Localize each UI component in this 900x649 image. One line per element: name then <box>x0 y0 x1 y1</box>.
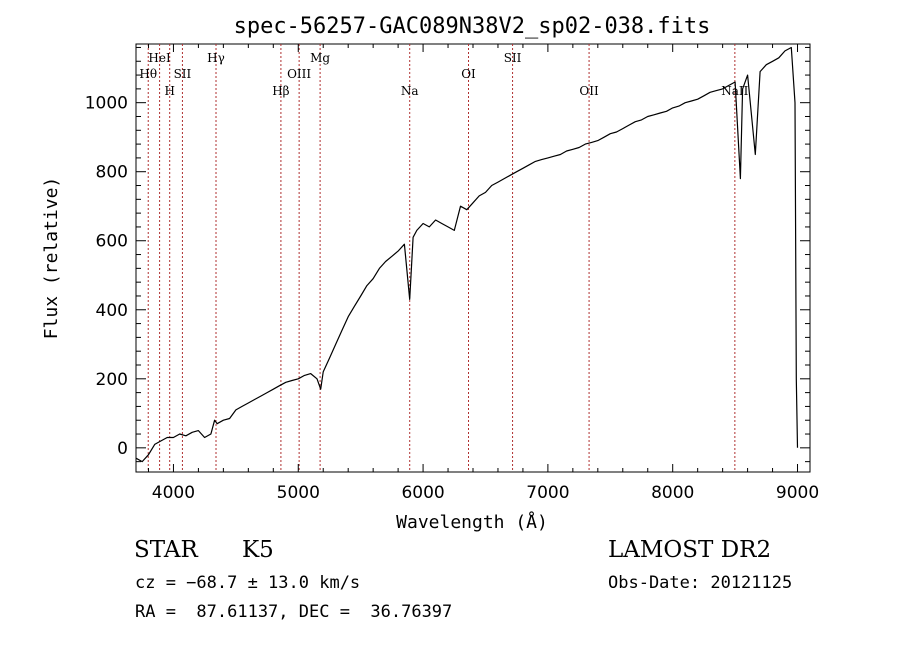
obs-date: Obs-Date: 20121125 <box>608 573 793 593</box>
y-tick-label: 200 <box>96 370 128 390</box>
x-tick-label: 9000 <box>776 483 819 503</box>
x-tick-label: 7000 <box>526 483 569 503</box>
line-marker-label: NaII <box>721 84 748 98</box>
line-marker-label: OIII <box>287 67 311 81</box>
y-tick-label: 600 <box>96 232 128 252</box>
x-axis: 4000 5000 6000 7000 8000 9000 <box>147 44 819 503</box>
line-marker-label: Hγ <box>207 51 225 65</box>
velocity-readout: cz = −68.7 ± 13.0 km/s <box>135 573 361 593</box>
line-marker-label: OI <box>461 67 476 81</box>
chart-title: spec-56257-GAC089N38V2_sp02-038.fits <box>234 14 711 39</box>
line-marker-label: Hθ <box>139 67 157 81</box>
line-marker-label: OII <box>579 84 599 98</box>
object-subclass: K5 <box>242 537 274 563</box>
line-marker-label: SII <box>504 51 522 65</box>
x-tick-label: 5000 <box>277 483 320 503</box>
plot-frame <box>135 43 811 473</box>
x-tick-label: 6000 <box>401 483 444 503</box>
x-tick-label: 8000 <box>651 483 694 503</box>
y-axis-label: Flux (relative) <box>41 177 62 340</box>
object-class: STAR <box>134 537 198 563</box>
line-marker-label: Hβ <box>272 84 289 98</box>
series-line <box>135 46 799 463</box>
y-tick-label: 400 <box>96 301 128 321</box>
series-group <box>135 46 799 463</box>
x-tick-label: 4000 <box>152 483 195 503</box>
y-tick-label: 0 <box>117 439 128 459</box>
survey-name: LAMOST DR2 <box>608 537 772 563</box>
x-axis-label: Wavelength (Å) <box>396 511 548 533</box>
line-marker-label: HeI <box>148 51 171 65</box>
y-tick-label: 800 <box>96 163 128 183</box>
line-marker-label: H <box>164 84 174 98</box>
line-marker-label: Na <box>401 84 419 98</box>
coordinates: RA = 87.61137, DEC = 36.76397 <box>135 602 453 622</box>
line-marker-label: SII <box>174 67 192 81</box>
line-marker-label: Mg <box>310 51 330 65</box>
y-tick-label: 1000 <box>85 94 128 114</box>
y-axis: 0 200 400 600 800 1000 <box>85 46 810 463</box>
